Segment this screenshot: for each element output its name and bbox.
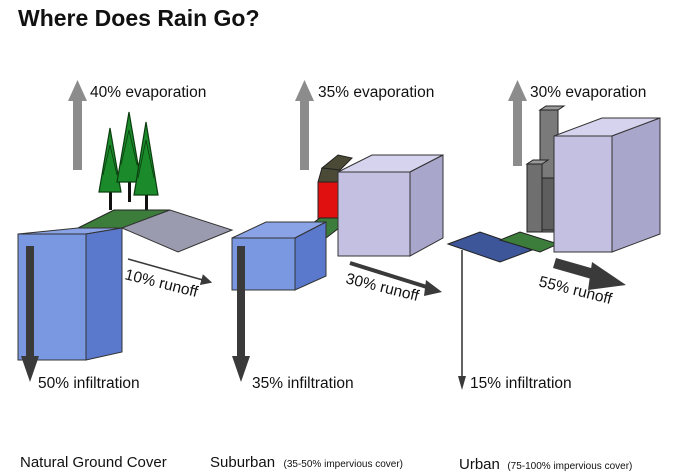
house-icon <box>317 154 354 225</box>
page-title: Where Does Rain Go? <box>18 5 260 31</box>
natural-infiltration-label: 50% infiltration <box>38 375 140 392</box>
natural-panel: 40% evaporation 10% runoff 50% infiltrat… <box>17 80 234 471</box>
suburban-infiltration-box <box>231 221 327 291</box>
urban-runoff-building <box>553 117 661 253</box>
suburban-infiltration-label: 35% infiltration <box>252 375 354 392</box>
urban-caption-impervious: (75-100% impervious cover) <box>507 461 632 472</box>
suburban-caption-name: Suburban <box>210 454 275 471</box>
urban-caption-name: Urban <box>459 456 500 473</box>
tree-icon <box>133 121 159 213</box>
urban-infiltration-label: 15% infiltration <box>470 375 572 392</box>
urban-evaporation-label: 30% evaporation <box>530 84 646 101</box>
tree-icon <box>116 111 142 202</box>
tree-icon <box>98 127 122 210</box>
natural-infiltration-arrow <box>21 246 39 382</box>
urban-evaporation-arrow <box>508 80 527 166</box>
suburban-evaporation-label: 35% evaporation <box>318 84 434 101</box>
suburban-caption: Suburban (35-50% impervious cover) <box>210 454 403 471</box>
urban-panel: 30% evaporation 55% runoff 15% infiltrat… <box>446 80 661 473</box>
suburban-runoff-building <box>337 154 444 257</box>
suburban-evaporation-arrow <box>295 80 314 170</box>
natural-evaporation-arrow <box>68 80 87 170</box>
natural-pavement <box>120 209 234 253</box>
suburban-runoff-arrow <box>349 261 442 296</box>
natural-evaporation-label: 40% evaporation <box>90 84 206 101</box>
urban-caption: Urban (75-100% impervious cover) <box>459 456 632 473</box>
natural-runoff-arrow <box>127 258 213 285</box>
natural-runoff-label: 10% runoff <box>123 266 200 301</box>
urban-infiltration-arrow <box>458 250 466 390</box>
urban-runoff-arrow <box>553 258 626 290</box>
suburban-caption-impervious: (35-50% impervious cover) <box>284 459 404 470</box>
suburban-infiltration-arrow <box>232 246 250 382</box>
natural-caption: Natural Ground Cover <box>20 454 167 471</box>
suburban-panel: 35% evaporation 30% runoff 35% infiltrat… <box>210 80 444 471</box>
suburban-runoff-label: 30% runoff <box>344 270 421 305</box>
